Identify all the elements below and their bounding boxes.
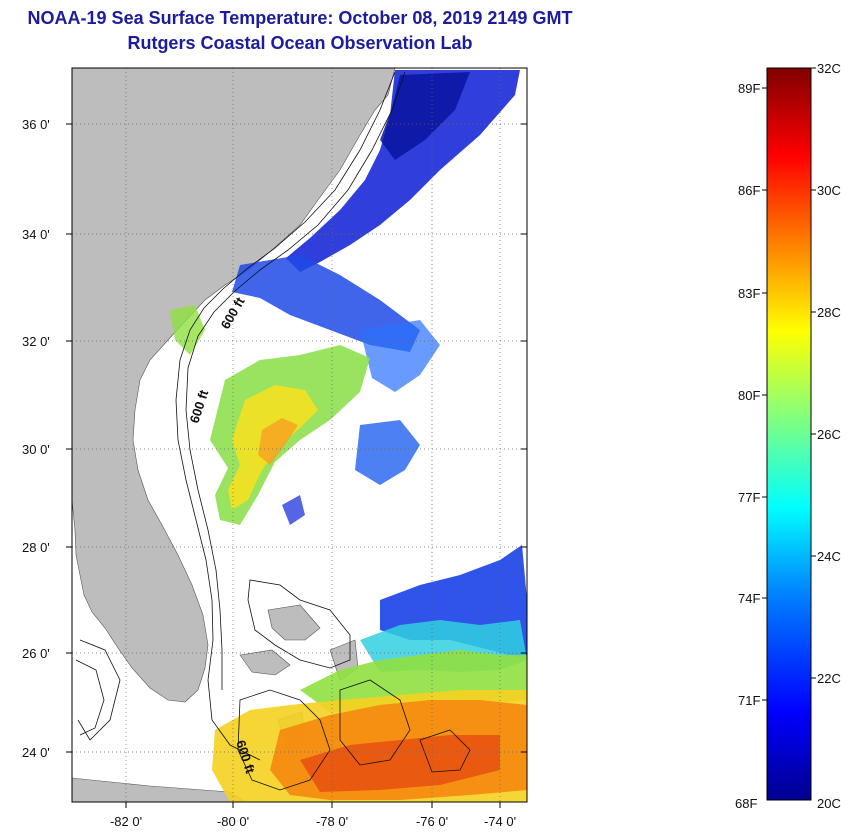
- colorbar-c-26: 26C: [817, 427, 841, 442]
- colorbar-f-80: 80F: [738, 388, 760, 403]
- lon-label-78: -78 0': [316, 814, 348, 829]
- lon-label-76: -76 0': [416, 814, 448, 829]
- colorbar: [766, 67, 812, 801]
- colorbar-c-22: 22C: [817, 671, 841, 686]
- colorbar-c-28: 28C: [817, 305, 841, 320]
- sst-mid-blue-2: [360, 320, 440, 392]
- colorbar-f-71: 71F: [738, 693, 760, 708]
- colorbar-f-77: 77F: [738, 490, 760, 505]
- sst-patch-blue: [355, 420, 420, 485]
- lat-label-28: 28 0': [22, 540, 50, 555]
- bathymetry-contours: [75, 71, 471, 791]
- colorbar-f-86: 86F: [738, 183, 760, 198]
- map-frame: [71, 67, 528, 803]
- colorbar-f-89: 89F: [738, 81, 760, 96]
- lon-label-82: -82 0': [110, 814, 142, 829]
- land-southeast-us: [72, 68, 396, 703]
- map-subtitle: Rutgers Coastal Ocean Observation Lab: [127, 33, 473, 53]
- colorbar-ticks: [762, 67, 816, 701]
- lat-label-36: 36 0': [22, 117, 50, 132]
- map-panel: 600 ft 600 ft 600 ft: [72, 68, 527, 802]
- sst-gulfstream-orange: [258, 418, 298, 465]
- colorbar-f-83: 83F: [738, 286, 760, 301]
- colorbar-f-74: 74F: [738, 591, 760, 606]
- colorbar-f-68: 68F: [735, 796, 757, 811]
- map-ticks: [66, 123, 527, 808]
- colorbar-c-24: 24C: [817, 549, 841, 564]
- lon-label-80: -80 0': [217, 814, 249, 829]
- sst-patch-blue-2: [282, 495, 305, 525]
- colorbar-c-32: 32C: [817, 61, 841, 76]
- sst-south-red: [300, 735, 500, 792]
- lat-label-26: 26 0': [22, 646, 50, 661]
- land-bahamas-1: [267, 604, 321, 641]
- lat-label-30: 30 0': [22, 442, 50, 457]
- sst-mid-blue: [232, 255, 420, 352]
- lat-label-32: 32 0': [22, 334, 50, 349]
- colorbar-c-30: 30C: [817, 183, 841, 198]
- lon-label-74: -74 0': [484, 814, 516, 829]
- map-title: NOAA-19 Sea Surface Temperature: October…: [27, 8, 573, 28]
- sst-north-blue: [286, 70, 520, 272]
- lat-label-34: 34 0': [22, 227, 50, 242]
- land-bahamas-2: [239, 649, 291, 676]
- lat-label-24: 24 0': [22, 745, 50, 760]
- colorbar-c-20: 20C: [817, 796, 841, 811]
- sst-north-darkblue: [380, 72, 470, 160]
